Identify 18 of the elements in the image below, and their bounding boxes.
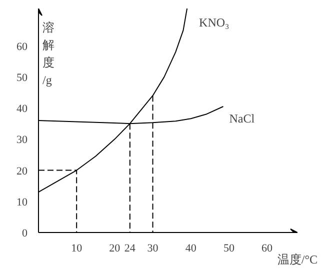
y-tick-label: 0 — [22, 228, 28, 240]
x-tick-label: 10 — [71, 242, 83, 254]
series-label: KNO₃ — [199, 16, 230, 30]
y-tick-label: 60 — [16, 40, 28, 53]
x-tick-label: 24 — [124, 242, 136, 254]
x-axis-title: 温度/°C — [277, 252, 318, 266]
x-tick-label: 60 — [262, 242, 274, 254]
y-tick-label: 20 — [16, 165, 28, 178]
series-label: NaCl — [229, 112, 256, 126]
y-tick-label: 10 — [16, 196, 28, 208]
x-tick-label: 40 — [185, 242, 197, 254]
x-tick-label: 30 — [147, 242, 159, 254]
x-tick-label: 20 — [109, 242, 121, 254]
y-tick-label: 40 — [16, 103, 28, 116]
y-tick-label: 50 — [16, 72, 28, 84]
y-axis-title: 溶解度/g — [42, 20, 54, 87]
x-tick-label: 50 — [223, 242, 235, 254]
y-tick-label: 30 — [16, 134, 28, 146]
